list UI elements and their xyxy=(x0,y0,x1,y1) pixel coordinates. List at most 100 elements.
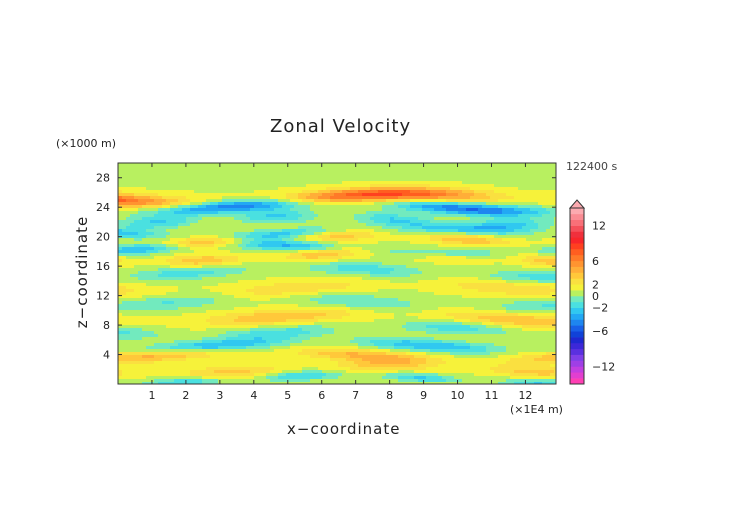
heatmap-cell xyxy=(398,226,403,230)
heatmap-cell xyxy=(550,184,555,188)
heatmap-cell xyxy=(230,202,235,206)
heatmap-cell xyxy=(514,226,519,230)
heatmap-cell xyxy=(166,253,171,257)
heatmap-cell xyxy=(546,163,551,167)
heatmap-cell xyxy=(206,241,211,245)
heatmap-cell xyxy=(330,163,335,167)
heatmap-cell xyxy=(458,202,463,206)
heatmap-cell xyxy=(478,190,483,194)
heatmap-cell xyxy=(278,169,283,173)
heatmap-cell xyxy=(486,250,491,254)
heatmap-cell xyxy=(370,247,375,251)
heatmap-cell xyxy=(430,166,435,170)
heatmap-cell xyxy=(214,238,219,242)
heatmap-cell xyxy=(238,172,243,176)
heatmap-cell xyxy=(174,262,179,266)
heatmap-cell xyxy=(390,262,395,266)
heatmap-cell xyxy=(198,199,203,203)
heatmap-cell xyxy=(238,181,243,185)
heatmap-cell xyxy=(434,169,439,173)
heatmap-cell xyxy=(146,226,151,230)
heatmap-cell xyxy=(130,256,135,260)
heatmap-cell xyxy=(418,223,423,227)
heatmap-cell xyxy=(222,244,227,248)
heatmap-cell xyxy=(158,208,163,212)
heatmap-cell xyxy=(510,181,515,185)
heatmap-cell xyxy=(162,262,167,266)
heatmap-cell xyxy=(338,226,343,230)
heatmap-cell xyxy=(426,208,431,212)
heatmap-cell xyxy=(534,265,539,269)
heatmap-cell xyxy=(486,283,491,287)
heatmap-cell xyxy=(258,184,263,188)
heatmap-cell xyxy=(402,256,407,260)
heatmap-cell xyxy=(330,256,335,260)
heatmap-cell xyxy=(550,175,555,179)
heatmap-cell xyxy=(126,208,131,212)
heatmap-cell xyxy=(278,262,283,266)
heatmap-cell xyxy=(434,205,439,209)
heatmap-cell xyxy=(394,223,399,227)
heatmap-cell xyxy=(466,199,471,203)
heatmap-cell xyxy=(350,190,355,194)
heatmap-cell xyxy=(302,223,307,227)
heatmap-cell xyxy=(266,214,271,218)
heatmap-cell xyxy=(250,184,255,188)
heatmap-cell xyxy=(530,256,535,260)
heatmap-cell xyxy=(534,181,539,185)
heatmap-cell xyxy=(438,238,443,242)
heatmap-cell xyxy=(430,202,435,206)
heatmap-cell xyxy=(426,196,431,200)
heatmap-cell xyxy=(150,250,155,254)
heatmap-cell xyxy=(154,232,159,236)
heatmap-cell xyxy=(546,277,551,281)
heatmap-cell xyxy=(474,286,479,290)
heatmap-cell xyxy=(386,238,391,242)
heatmap-cell xyxy=(454,163,459,167)
heatmap-cell xyxy=(126,292,131,296)
heatmap-cell xyxy=(482,283,487,287)
heatmap-cell xyxy=(486,193,491,197)
heatmap-cell xyxy=(134,175,139,179)
heatmap-cell xyxy=(262,253,267,257)
heatmap-cell xyxy=(278,259,283,263)
heatmap-cell xyxy=(138,253,143,257)
heatmap-cell xyxy=(162,166,167,170)
heatmap-cell xyxy=(330,232,335,236)
heatmap-cell xyxy=(362,223,367,227)
heatmap-cell xyxy=(542,187,547,191)
heatmap-cell xyxy=(534,250,539,254)
heatmap-cell xyxy=(230,190,235,194)
heatmap-cell xyxy=(402,289,407,293)
heatmap-cell xyxy=(346,235,351,239)
heatmap-cell xyxy=(450,169,455,173)
heatmap-cell xyxy=(234,229,239,233)
heatmap-cell xyxy=(382,235,387,239)
heatmap-cell xyxy=(394,226,399,230)
heatmap-cell xyxy=(474,166,479,170)
heatmap-cell xyxy=(434,271,439,275)
heatmap-cell xyxy=(442,295,447,299)
heatmap-cell xyxy=(254,280,259,284)
heatmap-cell xyxy=(374,253,379,257)
heatmap-cell xyxy=(414,268,419,272)
heatmap-cell xyxy=(378,187,383,191)
heatmap-cell xyxy=(390,226,395,230)
heatmap-cell xyxy=(250,193,255,197)
heatmap-cell xyxy=(338,184,343,188)
heatmap-cell xyxy=(406,280,411,284)
heatmap-cell xyxy=(278,235,283,239)
heatmap-cell xyxy=(258,208,263,212)
heatmap-cell xyxy=(146,268,151,272)
heatmap-cell xyxy=(262,235,267,239)
heatmap-cell xyxy=(446,178,451,182)
heatmap-cell xyxy=(274,178,279,182)
heatmap-cell xyxy=(506,193,511,197)
heatmap-cell xyxy=(254,286,259,290)
heatmap-cell xyxy=(142,262,147,266)
heatmap-cell xyxy=(430,220,435,224)
heatmap-cell xyxy=(358,226,363,230)
heatmap-cell xyxy=(214,271,219,275)
heatmap-cell xyxy=(530,286,535,290)
heatmap-cell xyxy=(450,271,455,275)
